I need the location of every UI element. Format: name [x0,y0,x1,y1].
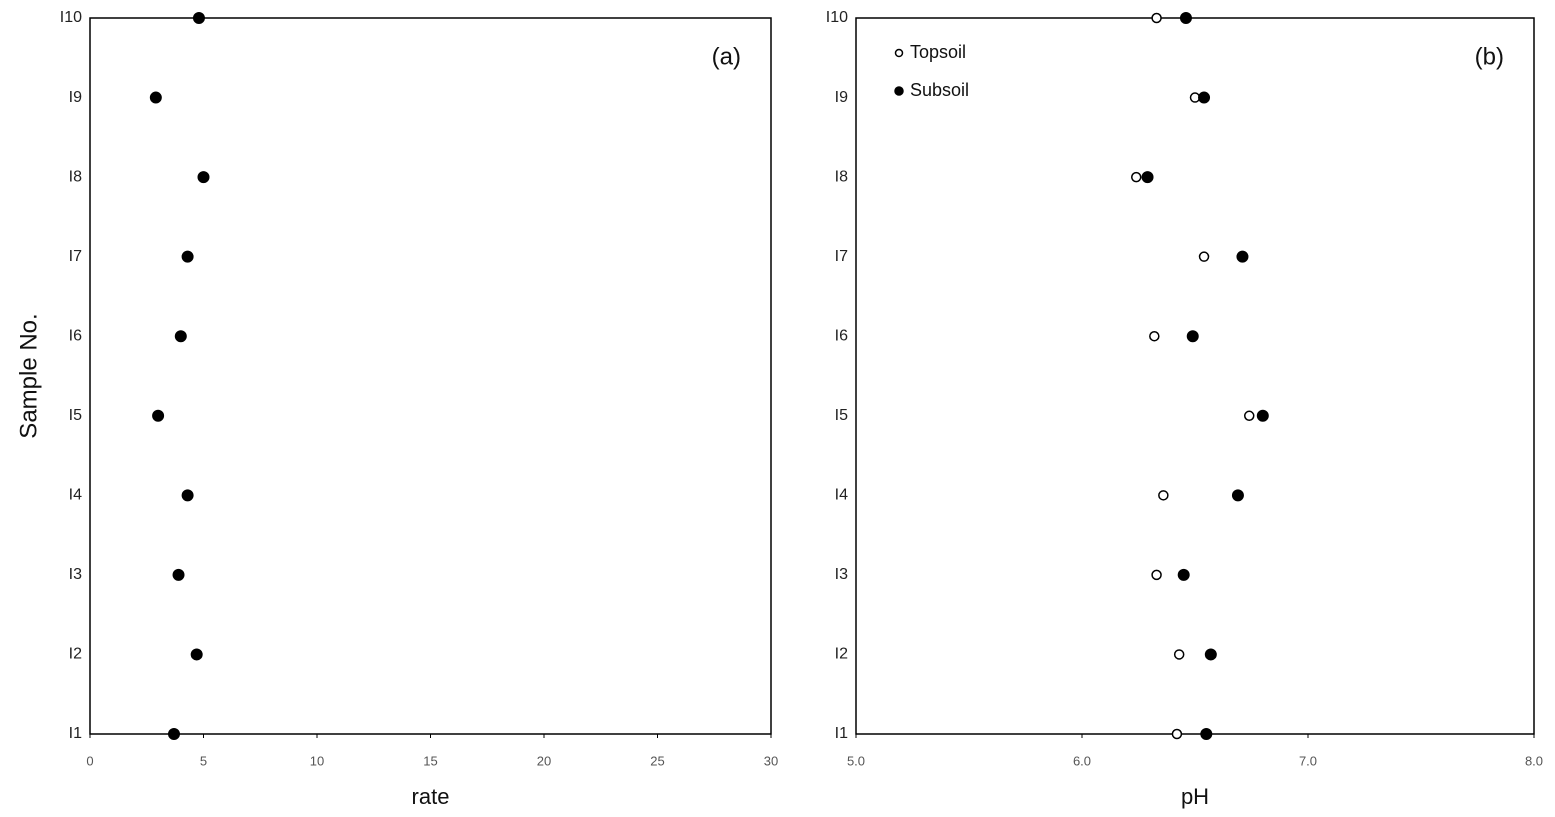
point [181,489,194,502]
y-tick-label: I8 [69,168,82,185]
point [1256,409,1269,422]
point [197,171,210,184]
legend-label: Subsoil [910,80,969,100]
x-tick-label: 5 [200,753,207,768]
x-tick-label: 7.0 [1299,753,1317,768]
point [167,728,180,740]
y-tick-label: I4 [835,487,848,504]
panel-label: (b) [1475,43,1504,70]
plot-frame [855,17,1535,735]
y-tick-label: I3 [835,566,848,583]
point [1179,12,1192,24]
y-tick-label: I8 [835,168,848,185]
legend-label: Topsoil [910,42,966,62]
y-tick-label: I2 [69,646,82,663]
y-tick-label: I6 [69,327,82,344]
point [172,568,185,581]
y-tick-label: I1 [69,725,82,742]
x-axis-label: rate [412,784,450,809]
y-tick-label: I5 [835,407,848,424]
point [1200,728,1213,740]
point [1173,649,1185,660]
y-tick-label: I7 [835,248,848,265]
point [152,409,165,422]
x-tick-label: 15 [423,753,437,768]
y-tick-label: I10 [826,9,848,26]
point [1130,171,1142,183]
y-tick-label: I9 [835,89,848,106]
point [1158,490,1169,501]
point [1151,12,1162,24]
y-tick-label: I1 [835,725,848,742]
point [1171,728,1183,740]
legend-marker [894,86,904,96]
point [1198,251,1210,262]
point [190,648,203,661]
y-tick-label: I2 [835,646,848,663]
point [1149,330,1160,342]
y-tick-label: I6 [835,327,848,344]
x-tick-label: 5.0 [847,753,865,768]
point [1198,91,1211,104]
x-tick-label: 30 [764,753,778,768]
point [1236,250,1249,263]
x-tick-label: 20 [537,753,551,768]
y-tick-label: I3 [69,566,82,583]
point [1204,648,1217,661]
point [174,330,187,343]
plot-frame [89,17,772,735]
point [1243,410,1255,422]
panel-label: (a) [712,43,741,70]
legend-marker [894,48,904,58]
point [149,91,162,104]
y-tick-label: I4 [69,487,82,504]
point [181,250,194,263]
point [1231,489,1244,502]
y-tick-label: I9 [69,89,82,106]
x-tick-label: 10 [310,753,324,768]
y-tick-label: I10 [60,9,82,26]
y-axis-label: Sample No. [15,313,42,438]
point [1186,330,1199,343]
x-tick-label: 25 [650,753,664,768]
y-tick-label: I5 [69,407,82,424]
x-tick-label: 0 [86,753,93,768]
point [1177,568,1190,581]
x-tick-label: 8.0 [1525,753,1543,768]
point [1151,569,1162,581]
point [1141,171,1154,184]
y-tick-label: I7 [69,248,82,265]
point [192,12,205,24]
x-axis-label: pH [1181,784,1209,809]
x-tick-label: 6.0 [1073,753,1091,768]
